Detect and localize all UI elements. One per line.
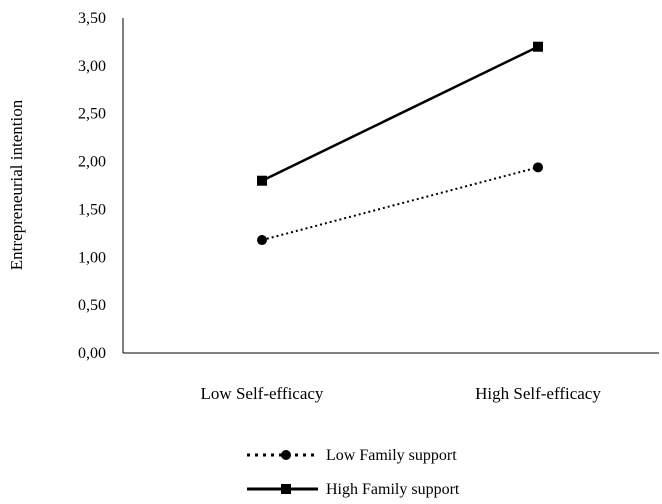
y-axis-label: Entrepreneurial intention bbox=[7, 99, 26, 270]
y-tick-label: 1,50 bbox=[78, 201, 106, 218]
data-point bbox=[257, 235, 267, 246]
data-point bbox=[257, 175, 267, 186]
series-line bbox=[261, 166, 539, 242]
y-tick-label: 0,00 bbox=[78, 345, 106, 362]
y-tick-label: 2,00 bbox=[78, 154, 106, 171]
x-category-label: Low Self-efficacy bbox=[201, 384, 324, 403]
y-tick-label: 1,00 bbox=[78, 249, 106, 266]
y-tick-label: 2,50 bbox=[78, 106, 106, 123]
legend-marker bbox=[281, 450, 291, 460]
x-category-labels: Low Self-efficacy High Self-efficacy bbox=[201, 384, 602, 403]
data-point bbox=[533, 162, 543, 173]
series-2 bbox=[257, 41, 543, 186]
series-layer bbox=[257, 41, 543, 246]
legend-marker bbox=[281, 484, 291, 494]
series-1 bbox=[257, 162, 543, 246]
legend: Low Family support High Family support bbox=[247, 447, 460, 498]
y-tick-label: 3,00 bbox=[78, 58, 106, 75]
legend-label: High Family support bbox=[326, 481, 460, 498]
y-tick-label: 0,50 bbox=[78, 297, 106, 314]
x-category-label: High Self-efficacy bbox=[475, 384, 601, 403]
legend-item: Low Family support bbox=[247, 447, 457, 464]
legend-item: High Family support bbox=[247, 481, 460, 498]
axes bbox=[122, 18, 659, 354]
series-line bbox=[261, 45, 539, 182]
data-point bbox=[533, 41, 543, 52]
y-tick-label: 3,50 bbox=[78, 10, 106, 27]
legend-label: Low Family support bbox=[326, 447, 457, 464]
y-tick-labels: 0,00 0,50 1,00 1,50 2,00 2,50 3,00 3,50 bbox=[78, 10, 106, 362]
